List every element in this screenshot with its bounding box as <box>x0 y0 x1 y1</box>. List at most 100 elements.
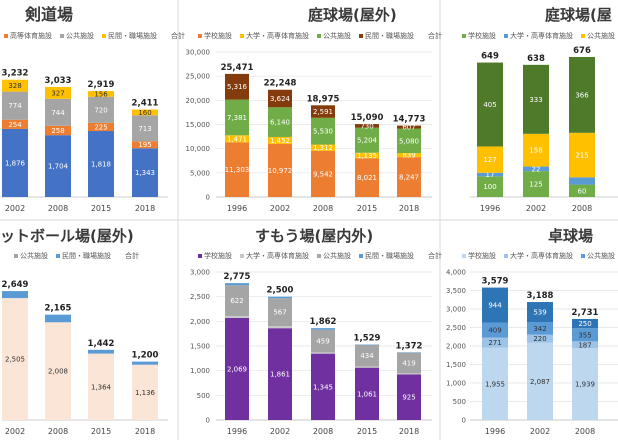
data-label: 1,471 <box>227 135 247 143</box>
data-label: 366 <box>575 91 589 99</box>
chart-title: 剣道場 <box>24 5 73 24</box>
legend-marker <box>317 34 321 38</box>
legend-marker <box>462 34 466 38</box>
bar-segment <box>132 364 158 420</box>
x-tick-label: 1996 <box>480 204 500 213</box>
legend-entry: 学校施設 <box>468 251 496 260</box>
data-label: 333 <box>529 96 542 104</box>
bar-segment <box>311 329 335 353</box>
total-label: 2,775 <box>224 272 251 282</box>
legend-entry: 大学・高専体育施設 <box>510 251 573 260</box>
legend-marker <box>359 34 363 38</box>
legend-marker <box>240 34 244 38</box>
y-tick-label: 1,000 <box>190 367 210 375</box>
bar-segment <box>225 99 249 136</box>
data-label: 100 <box>483 183 496 191</box>
bar-segment <box>88 91 114 97</box>
data-label: 215 <box>575 152 588 160</box>
chart-title: 庭球場(屋外) <box>308 6 397 24</box>
y-tick-label: 30,000 <box>186 49 211 57</box>
bar-segment <box>355 127 379 153</box>
data-label: 5,204 <box>357 137 378 145</box>
x-tick-label: 2008 <box>48 427 68 436</box>
legend-entry: 高等体育施設 <box>10 31 52 40</box>
y-tick-label: 10,000 <box>186 145 211 153</box>
data-label: 5,080 <box>399 137 419 145</box>
bar-segment <box>482 337 508 348</box>
data-label: 160 <box>138 109 151 117</box>
data-label: 409 <box>488 327 501 335</box>
total-label: 1,862 <box>310 317 337 327</box>
legend-entry: 公共施設 <box>323 31 351 40</box>
y-tick-label: 1,000 <box>446 380 466 388</box>
data-label: 839 <box>402 152 415 160</box>
bar-segment <box>477 172 503 177</box>
bar-segment <box>311 150 335 197</box>
bar-segment <box>355 345 379 367</box>
y-tick-label: 3,000 <box>446 306 466 314</box>
bar-segment <box>2 291 28 299</box>
bar-segment <box>225 142 249 197</box>
data-label: 1,343 <box>135 169 155 177</box>
legend-entry: 公共施設 <box>587 251 615 260</box>
bar-segment <box>268 328 292 420</box>
bar-segment <box>527 342 553 420</box>
data-label: 127 <box>483 156 496 164</box>
bar-segment <box>569 184 595 197</box>
bar-segment <box>355 367 379 420</box>
y-tick-label: 2,500 <box>190 293 210 301</box>
legend-entry: 大学・高専体育施設 <box>246 251 309 260</box>
data-label: 1,135 <box>357 152 377 160</box>
y-tick-label: 4,000 <box>446 269 466 277</box>
bar-segment <box>477 176 503 197</box>
bar-segment <box>225 135 249 143</box>
y-tick-label: 25,000 <box>186 73 211 81</box>
bar-segment <box>311 328 335 330</box>
total-label: 676 <box>573 46 591 56</box>
legend-entry: 公共施設 <box>323 251 351 260</box>
data-label: 220 <box>533 335 546 343</box>
bar-segment <box>569 132 595 178</box>
data-label: 774 <box>8 102 22 110</box>
y-tick-label: 1,500 <box>446 361 466 369</box>
data-label: 720 <box>94 106 107 114</box>
data-label: 9,542 <box>313 170 333 178</box>
data-label: 567 <box>273 309 286 317</box>
bar-segment <box>572 341 598 349</box>
y-tick-label: 500 <box>453 398 466 406</box>
legend-entry: 民間・職場施設 <box>365 31 414 40</box>
legend-marker <box>504 254 508 258</box>
bar-segment <box>268 136 292 144</box>
bar-segment <box>225 315 249 318</box>
x-tick-label: 2018 <box>399 427 419 436</box>
bar-segment <box>45 314 71 323</box>
legend-marker <box>581 34 585 38</box>
total-label: 3,188 <box>527 291 554 301</box>
data-label: 1,312 <box>313 144 333 152</box>
bar-segment <box>225 283 249 286</box>
legend-marker <box>359 254 363 258</box>
legend-marker <box>4 34 8 38</box>
bar-segment <box>311 352 335 354</box>
data-label: 8,247 <box>399 174 419 182</box>
bar-segment <box>482 322 508 338</box>
data-label: 730 <box>360 122 373 130</box>
bar-segment <box>132 148 158 197</box>
chart-title: ットボール場(屋外) <box>0 227 134 245</box>
total-label: 2,500 <box>267 286 294 296</box>
bar-segment <box>268 107 292 137</box>
y-tick-label: 20,000 <box>186 97 211 105</box>
y-tick-label: 3,000 <box>190 269 210 277</box>
total-label: 1,529 <box>354 334 381 344</box>
bar-segment <box>268 143 292 197</box>
data-label: 8,021 <box>357 174 377 182</box>
bar-segment <box>355 158 379 197</box>
bar-segment <box>88 122 114 132</box>
bar-segment <box>311 117 335 145</box>
data-label: 2,087 <box>530 378 550 386</box>
x-tick-label: 2015 <box>91 427 111 436</box>
chart-title: 庭球場(屋 <box>545 6 612 24</box>
legend-marker <box>581 254 585 258</box>
